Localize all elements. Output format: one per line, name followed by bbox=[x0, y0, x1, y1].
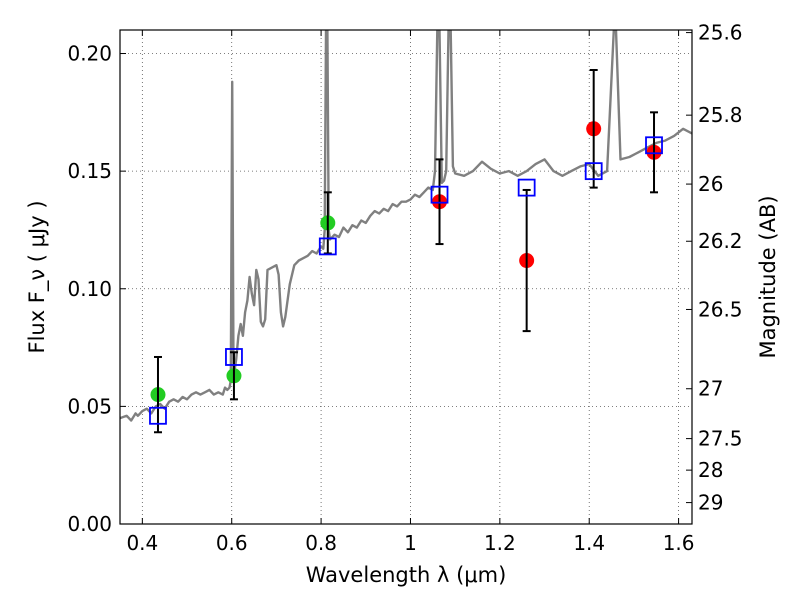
mag-tick-label: 27 bbox=[698, 377, 723, 401]
mag-tick-label: 26.5 bbox=[698, 297, 743, 321]
plot-frame bbox=[119, 29, 693, 525]
x-tick-label: 0.4 bbox=[126, 531, 158, 555]
x-tick-label: 0.8 bbox=[305, 531, 337, 555]
model-photometry-square bbox=[225, 348, 243, 366]
x-tick-label: 1 bbox=[404, 531, 417, 555]
y-tick-label: 0.20 bbox=[67, 42, 112, 66]
mag-tick-label: 26 bbox=[698, 172, 723, 196]
y-axis-right-label: Magnitude (AB) bbox=[756, 195, 780, 358]
plot-area bbox=[120, 30, 692, 524]
y-tick-label: 0.15 bbox=[67, 159, 112, 183]
mag-tick-label: 28 bbox=[698, 458, 723, 482]
mag-tick-label: 27.5 bbox=[698, 427, 743, 451]
y-tick-label: 0.00 bbox=[67, 512, 112, 536]
y-axis-label: Flux F_ν ( μJy ) bbox=[25, 200, 50, 353]
mag-tick-label: 26.2 bbox=[698, 229, 743, 253]
mag-tick-label: 25.6 bbox=[698, 21, 743, 45]
y-tick-label: 0.05 bbox=[67, 394, 112, 418]
x-tick-label: 1.2 bbox=[484, 531, 516, 555]
x-tick-label: 1.6 bbox=[663, 531, 695, 555]
model-sed-line bbox=[120, 30, 692, 422]
series-layer bbox=[120, 30, 692, 422]
model-photometry-square bbox=[517, 178, 536, 197]
mag-tick-label: 29 bbox=[698, 491, 723, 515]
markers-layer bbox=[149, 68, 663, 434]
model-photometry-square bbox=[149, 406, 167, 425]
x-tick-label: 0.6 bbox=[216, 531, 248, 555]
x-tick-label: 1.4 bbox=[573, 531, 605, 555]
mag-tick-label: 25.8 bbox=[698, 103, 743, 127]
model-photometry-square bbox=[584, 162, 603, 181]
y-tick-label: 0.10 bbox=[67, 277, 112, 301]
model-photometry-square bbox=[430, 185, 449, 204]
model-photometry-square bbox=[318, 237, 337, 256]
ticks-layer: 0.4 0.6 0.8 1 1.2 1.4 1.6 0.00 0.05 0.10 0.15 0.20 2… bbox=[67, 21, 742, 555]
x-axis-label: Wavelength λ (μm) bbox=[306, 563, 507, 587]
model-photometry-square bbox=[645, 136, 663, 155]
